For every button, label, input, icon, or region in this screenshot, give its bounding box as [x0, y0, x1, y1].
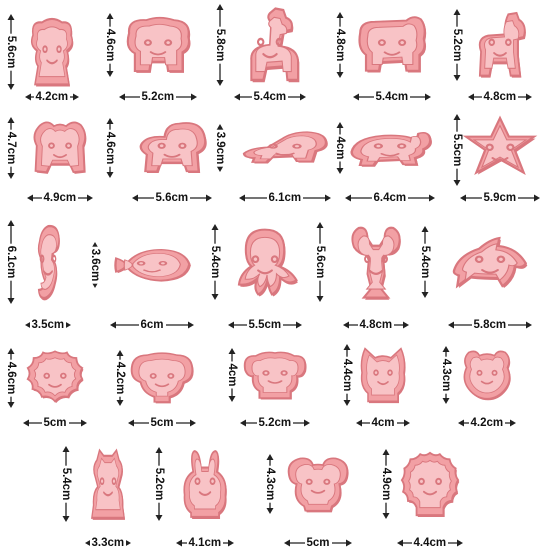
width-label: 5.2cm [139, 91, 177, 103]
height-label: 4.3cm [440, 356, 452, 394]
height-label: 4.6cm [5, 359, 17, 397]
width-label: 5.9cm [481, 192, 519, 204]
height-label: 4.3cm [264, 465, 276, 503]
cookie-cutter-lion-head [397, 449, 463, 519]
width-label: 4.8cm [357, 319, 395, 331]
width-label: 5.4cm [251, 91, 289, 103]
cookie-cutter-monkey [25, 14, 79, 90]
width-label: 5.2cm [256, 417, 294, 429]
height-label: 5.8cm [214, 26, 226, 64]
cookie-cutter-dolphin [448, 226, 532, 298]
cookie-cutter-giraffe-sitting [85, 446, 131, 522]
height-label: 5.5cm [451, 131, 463, 169]
height-label: 5.6cm [314, 243, 326, 281]
height-label: 5.6cm [5, 33, 17, 71]
cookie-cutter-seahorse [25, 220, 71, 304]
cookie-cutter-cat-face [356, 344, 410, 406]
width-label: 4.8cm [481, 91, 519, 103]
cookie-cutter-lion-face [23, 348, 87, 408]
cookie-cutter-octopus [228, 224, 302, 300]
width-label: 4.2cm [468, 417, 506, 429]
cookie-cutter-giraffe [234, 4, 306, 86]
width-label: 3.3cm [89, 537, 127, 549]
height-label: 5.4cm [60, 465, 72, 503]
width-label: 5.8cm [471, 319, 509, 331]
width-label: 6cm [138, 319, 166, 331]
cookie-cutter-elephant-face [128, 350, 196, 406]
cookie-cutter-tiger [27, 117, 93, 179]
width-label: 5.4cm [373, 91, 411, 103]
width-label: 5cm [148, 417, 176, 429]
height-label: 5.4cm [419, 243, 431, 281]
cookie-cutter-tiger-face [458, 346, 516, 404]
height-label: 6.1cm [5, 243, 17, 281]
height-label: 4cm [226, 361, 238, 389]
cookie-cutter-starfish [460, 114, 540, 186]
cookie-cutter-hippo [353, 12, 431, 78]
width-label: 6.1cm [266, 192, 304, 204]
width-label: 6.4cm [371, 192, 409, 204]
height-label: 5.2cm [153, 465, 165, 503]
height-label: 3.9cm [214, 129, 226, 167]
height-label: 4.6cm [104, 26, 116, 64]
cookie-cutter-puppy-face [240, 348, 310, 402]
height-label: 5.4cm [209, 243, 221, 281]
width-label: 5cm [304, 537, 332, 549]
height-label: 3.6cm [89, 246, 101, 284]
cookie-cutter-koala-face [284, 454, 352, 514]
cookie-cutter-clownfish [110, 242, 194, 288]
width-label: 4.1cm [186, 537, 224, 549]
width-label: 5.5cm [246, 319, 284, 331]
cookie-cutter-elephant [119, 13, 197, 77]
height-label: 4.9cm [380, 465, 392, 503]
width-label: 5cm [41, 417, 69, 429]
cookie-cutter-crocodile [239, 124, 331, 172]
height-label: 4cm [334, 134, 346, 162]
width-label: 4.4cm [411, 537, 449, 549]
cookie-cutter-lion [132, 118, 212, 178]
width-label: 5.6cm [153, 192, 191, 204]
width-label: 3.5cm [29, 319, 67, 331]
width-label: 4cm [369, 417, 397, 429]
height-label: 4.8cm [334, 26, 346, 64]
width-label: 4.9cm [41, 192, 79, 204]
height-label: 4.7cm [5, 129, 17, 167]
cookie-cutter-turtle [345, 122, 435, 174]
cookie-cutter-lobster [343, 222, 409, 302]
cookie-cutter-zebra [468, 9, 532, 81]
cookie-cutter-bunny [176, 447, 234, 521]
height-label: 4.6cm [104, 129, 116, 167]
height-label: 4.4cm [341, 356, 353, 394]
height-label: 4.2cm [114, 359, 126, 397]
width-label: 4.2cm [33, 91, 71, 103]
height-label: 5.2cm [451, 26, 463, 64]
